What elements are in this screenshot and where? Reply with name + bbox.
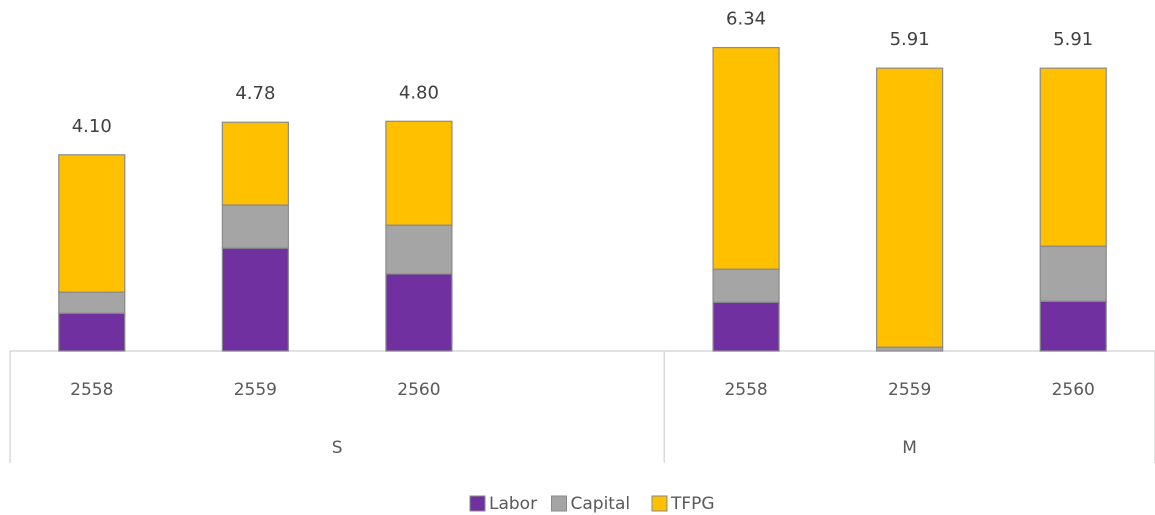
x-tick-label: 2558 bbox=[724, 380, 767, 400]
legend-swatch bbox=[651, 495, 668, 512]
total-label: 5.91 bbox=[1053, 29, 1093, 50]
bar-segment bbox=[1039, 245, 1107, 302]
x-tick-label: 2559 bbox=[888, 380, 931, 400]
bar-segment bbox=[1039, 67, 1107, 247]
group-label: S bbox=[332, 438, 343, 458]
bar-segment bbox=[58, 154, 126, 293]
bar-segment bbox=[385, 224, 453, 275]
legend-label: TFPG bbox=[670, 494, 715, 514]
total-label: 5.91 bbox=[890, 29, 930, 50]
x-tick-label: 2560 bbox=[397, 380, 440, 400]
legend-swatch bbox=[469, 495, 486, 512]
legend-label: Capital bbox=[571, 494, 631, 514]
total-label: 4.80 bbox=[399, 82, 439, 103]
bar-segment bbox=[712, 301, 780, 352]
total-label: 6.34 bbox=[726, 9, 766, 30]
total-label: 4.78 bbox=[235, 83, 275, 104]
bar-segment bbox=[221, 247, 289, 352]
bar-segment bbox=[221, 121, 289, 206]
bar-segment bbox=[876, 67, 944, 348]
bar-segment bbox=[58, 312, 126, 352]
bar-segment bbox=[58, 291, 126, 314]
bar-segment bbox=[712, 268, 780, 303]
bar-segment bbox=[385, 273, 453, 352]
x-tick-label: 2558 bbox=[70, 380, 113, 400]
x-tick-label: 2559 bbox=[234, 380, 277, 400]
legend-label: Labor bbox=[489, 494, 537, 514]
total-label: 4.10 bbox=[72, 116, 112, 137]
legend-swatch bbox=[551, 495, 567, 512]
x-tick-label: 2560 bbox=[1052, 380, 1095, 400]
group-label: M bbox=[902, 438, 917, 458]
bar-segment bbox=[385, 120, 453, 226]
bar-segment bbox=[1039, 300, 1107, 352]
bar-segment bbox=[221, 204, 289, 249]
bar-segment bbox=[712, 46, 780, 270]
